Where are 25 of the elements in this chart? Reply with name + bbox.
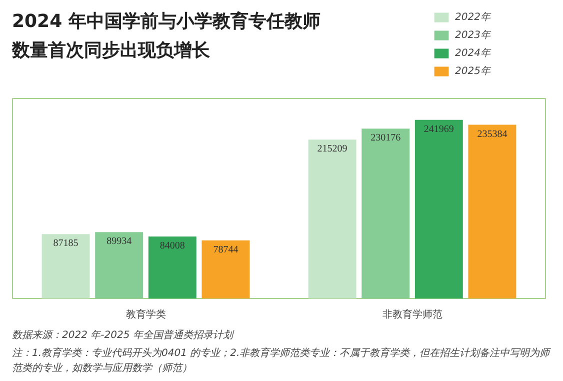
data-label: 241969 [424,124,454,135]
bar [468,124,516,298]
legend-label: 2025年 [455,65,490,78]
bar [362,128,410,298]
bar [95,232,144,298]
bar [308,140,356,298]
data-label: 230176 [370,132,401,144]
bar [148,236,196,298]
data-label: 78744 [213,244,238,256]
data-label: 89934 [106,236,132,248]
bar [42,234,90,298]
data-label: 215209 [317,144,348,155]
x-tick-label: 教育学类 [126,308,166,320]
x-tick-label: 非教育学师范 [382,308,442,320]
text: 注：1.教育学类：专业代码开头为0401 的专业；2.非教育学师范类专业：不属于教育学类，但在招生计划备注中写明为师范类的专业，如数学与应用数学（师范） [12,346,552,376]
chart-title: 2024 年中国学前与小学教育专任教师数量首次同步出现负增长 [12,10,322,63]
legend-label: 2024年 [455,47,490,60]
legend-label: 2022年 [455,11,490,24]
bar [414,120,463,298]
bar [202,240,250,298]
legend-label: 2023年 [455,29,490,42]
data-label: 87185 [53,238,78,250]
source-note: 数据来源：2022 年-2025 年全国普通类招录计划 [12,328,236,343]
data-label: 84008 [160,240,185,252]
data-label: 235384 [477,128,508,140]
